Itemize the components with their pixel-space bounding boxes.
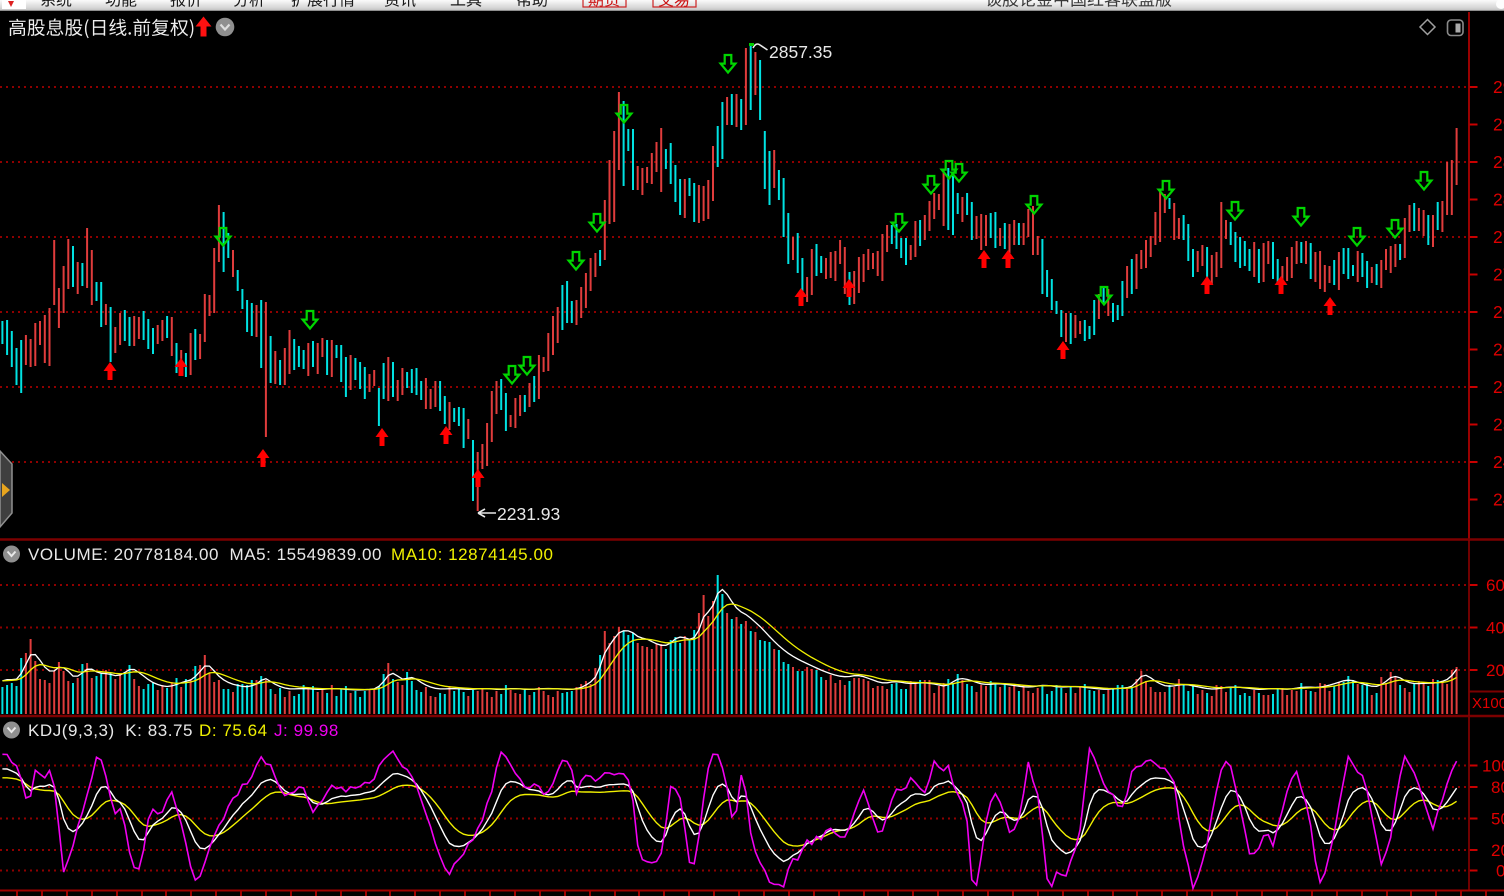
svg-text:27: 27 — [1493, 227, 1504, 247]
svg-text:20: 20 — [1491, 841, 1504, 860]
svg-text:29: 29 — [1493, 115, 1504, 135]
svg-text:2857.35: 2857.35 — [769, 42, 832, 62]
svg-text:26: 26 — [1493, 340, 1504, 360]
svg-text:D: 75.64: D: 75.64 — [199, 721, 268, 740]
svg-text:VOLUME: 20778184.00 MA5: 1554: VOLUME: 20778184.00 MA5: 15549839.00 — [28, 545, 382, 564]
svg-text:24: 24 — [1493, 452, 1504, 472]
svg-text:20: 20 — [1486, 661, 1504, 680]
svg-text:27: 27 — [1493, 265, 1504, 285]
svg-text:28: 28 — [1493, 190, 1504, 210]
svg-text:50: 50 — [1491, 810, 1504, 829]
svg-text:29: 29 — [1493, 77, 1504, 97]
svg-text:25: 25 — [1493, 377, 1504, 397]
svg-text:24: 24 — [1493, 490, 1504, 510]
svg-text:25: 25 — [1493, 415, 1504, 435]
svg-text:80: 80 — [1491, 778, 1504, 797]
svg-text:40: 40 — [1486, 619, 1504, 638]
svg-text:60: 60 — [1486, 576, 1504, 595]
svg-text:KDJ(9,3,3) K: 83.75: KDJ(9,3,3) K: 83.75 — [28, 721, 193, 740]
svg-text:MA10: 12874145.00: MA10: 12874145.00 — [391, 545, 553, 564]
svg-text:J: 99.98: J: 99.98 — [274, 721, 339, 740]
svg-text:0: 0 — [1496, 862, 1504, 881]
svg-text:28: 28 — [1493, 152, 1504, 172]
svg-text:100: 100 — [1482, 757, 1504, 776]
svg-text:26: 26 — [1493, 302, 1504, 322]
svg-text:X1000: X1000 — [1472, 695, 1504, 712]
svg-text:2231.93: 2231.93 — [497, 504, 560, 524]
